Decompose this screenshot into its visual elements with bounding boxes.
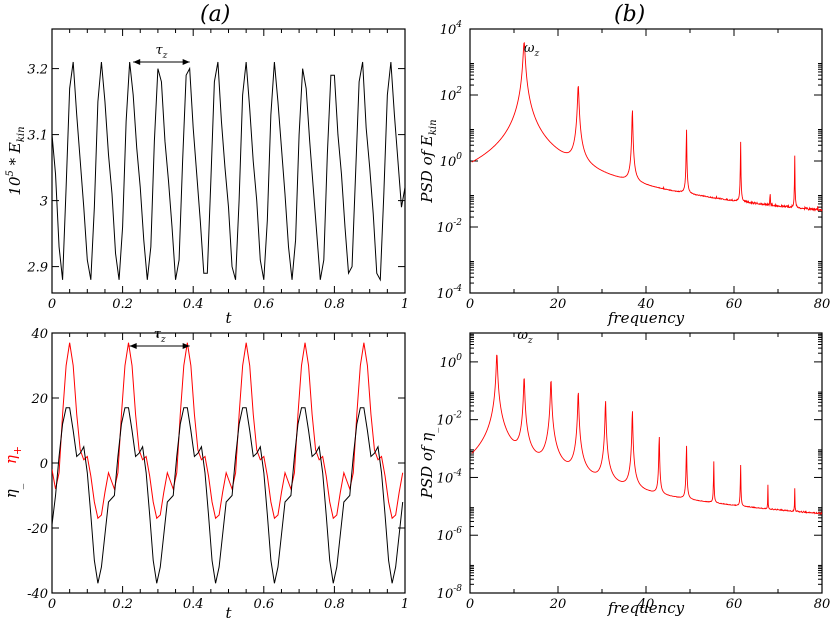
ekin-time-xlabel: t [225,309,232,327]
ekin-time-ytick-label: 3.1 [27,129,48,144]
eta-time-ytick-label: -40 [27,587,48,602]
ekin-time-ylabel: 105 * Ekin [5,126,27,195]
psd-eta-frame [469,332,823,594]
ekin-time-plot: 0 0.2 0.4 0.6 0.8 1 2.9 3 3.1 3.2 τz t 105 * Ekin [5,28,409,327]
eta-time-series-eta-minus [52,407,404,584]
panel-label-a: (a) [200,2,231,27]
eta-time-ylabel-eta-plus: η+ [2,446,24,464]
ekin-time-ytick-label: 3 [40,195,48,210]
psd-ekin-xtick-label: 0 [466,297,474,312]
psd-ekin-spectrum [471,42,823,212]
psd-ekin-ytick-label: 104 [440,20,463,38]
psd-ekin-plot: 0 20 40 60 80 10-4 10-2 100 102 104 ωz frequency PSD… [418,20,830,327]
panel-label-b: (b) [614,2,646,27]
psd-ekin-frame [469,28,823,294]
ekin-time-tau-label: τz [155,43,167,61]
eta-time-ytick-label: 20 [30,392,48,407]
eta-time-xtick-label: 0.8 [324,597,345,612]
ekin-time-xtick-label: 0.6 [253,297,274,312]
eta-time-ytick-label: 40 [30,327,48,342]
eta-time-plot: 0 0.2 0.4 0.6 0.8 1 -40 -20 0 20 40 τz t η_ η+ [2,327,409,619]
ekin-time-xtick-label: 0.2 [112,297,133,312]
psd-eta-xtick-label: 80 [814,597,830,612]
ekin-time-tau-arrowhead-left [133,59,141,65]
ekin-time-ytick-label: 3.2 [27,63,48,78]
psd-ekin-xtick-label: 20 [549,297,567,312]
psd-ekin-xtick-label: 40 [637,297,655,312]
psd-eta-xtick-label: 20 [549,597,567,612]
psd-eta-ytick-label: 100 [440,353,463,371]
eta-time-ytick-label: 0 [40,457,48,472]
eta-time-tau-arrowhead-right [182,343,190,349]
eta-time-tau-label: τz [154,327,166,345]
psd-eta-xtick-label: 40 [637,597,655,612]
psd-eta-plot: 0 20 40 60 80 10-8 10-6 10-4 10-2 100 ωz frequency P… [418,328,830,617]
psd-eta-xlabel: frequency [607,599,685,617]
psd-ekin-xtick-label: 80 [814,297,830,312]
eta-time-xtick-label: 0.2 [112,597,133,612]
eta-time-ytick-label: -20 [27,522,48,537]
eta-time-ylabel-eta-minus: η_ [2,483,24,498]
psd-ekin-omega-label: ωz [524,41,540,59]
psd-eta-ytick-label: 10-2 [437,411,463,429]
psd-ekin-xlabel: frequency [607,309,685,327]
eta-time-xtick-label: 1 [401,597,409,612]
psd-eta-ytick-label: 10-8 [437,584,463,602]
eta-time-xtick-label: 0.4 [183,597,204,612]
psd-eta-xtick-label: 60 [726,597,743,612]
ekin-time-frame [51,28,406,294]
ekin-time-xtick-label: 0.4 [183,297,204,312]
ekin-time-xtick-label: 0.8 [324,297,345,312]
eta-time-xtick-label: 0.6 [253,597,274,612]
eta-time-series-eta-plus [52,342,404,520]
psd-ekin-ytick-label: 100 [440,152,463,170]
psd-ekin-ylabel: PSD of Ekin [418,119,439,203]
psd-eta-spectrum [471,354,823,515]
ekin-time-xtick-label: 1 [401,297,409,312]
psd-ekin-ytick-label: 102 [440,86,463,104]
eta-time-xlabel: t [225,604,232,619]
eta-time-frame [51,332,406,594]
psd-eta-omega-label: ωz [517,328,533,346]
eta-time-xtick-label: 0 [48,597,56,612]
psd-eta-ytick-label: 10-4 [437,468,463,486]
psd-ekin-xtick-label: 60 [726,297,743,312]
psd-ekin-ytick-label: 10-4 [437,284,463,302]
ekin-time-xtick-label: 0 [48,297,56,312]
psd-eta-ylabel: PSD of η_ [418,428,439,500]
psd-eta-xtick-label: 0 [466,597,474,612]
ekin-time-series-ekin [52,61,405,282]
ekin-time-tau-arrowhead-right [182,59,190,65]
ekin-time-ytick-label: 2.9 [26,261,48,276]
psd-eta-ytick-label: 10-6 [437,526,463,544]
psd-ekin-ytick-label: 10-2 [437,218,463,236]
eta-time-tau-arrowhead-left [129,343,137,349]
